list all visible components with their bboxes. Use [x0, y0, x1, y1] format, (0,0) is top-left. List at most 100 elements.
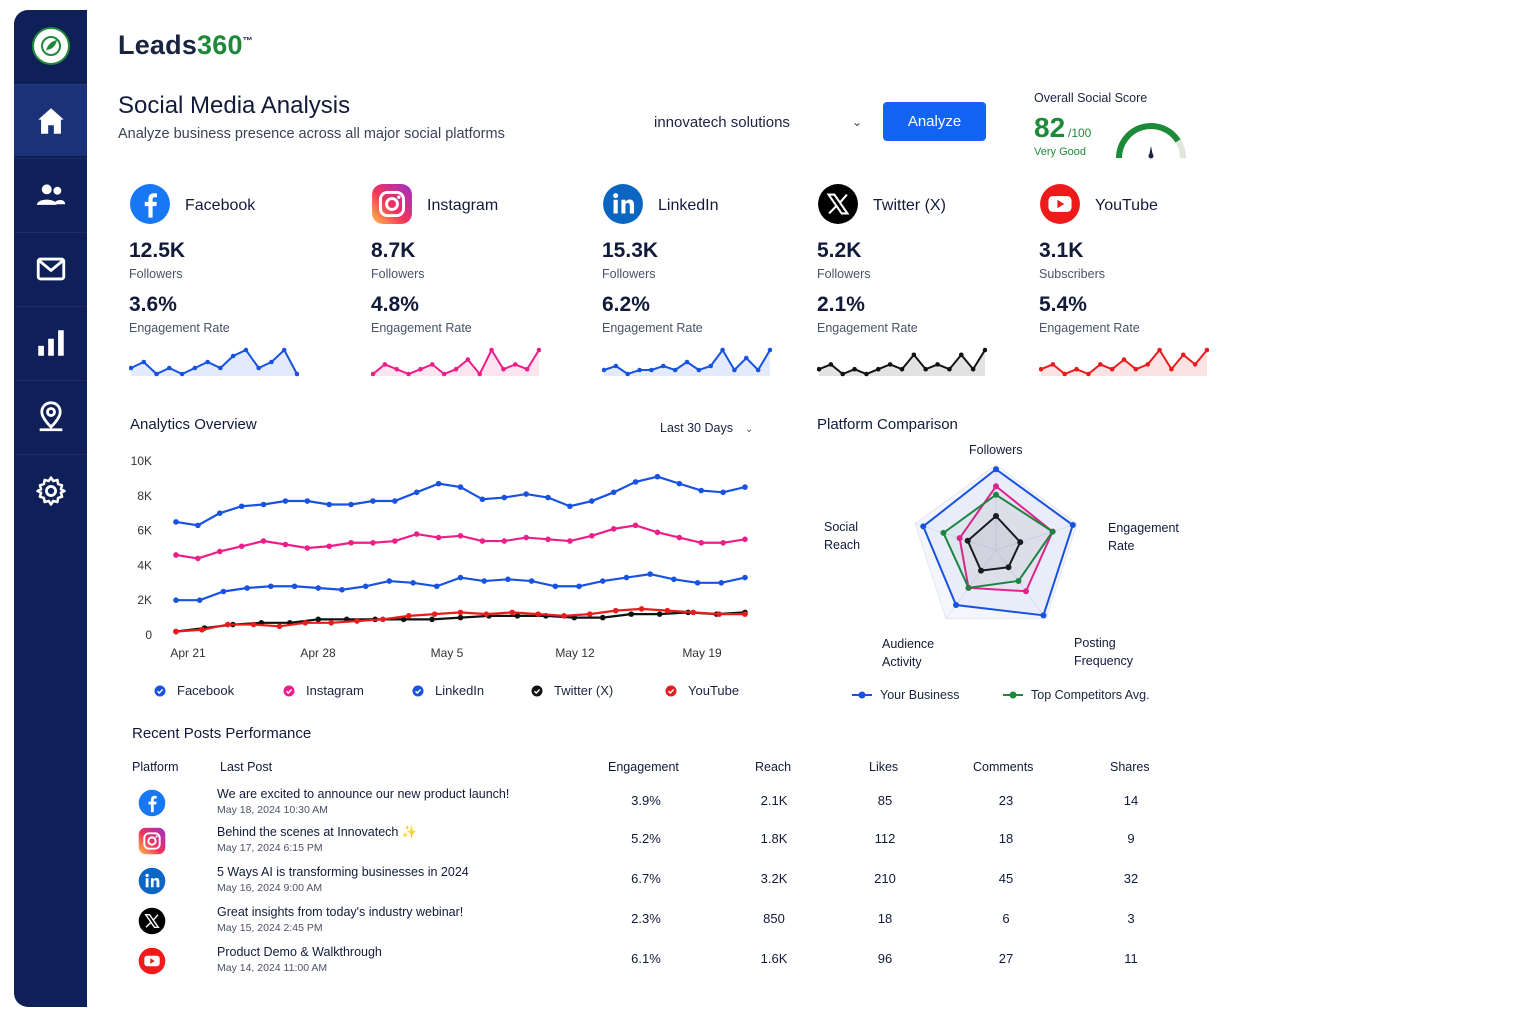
cell-comments: 27	[998, 951, 1014, 966]
sidebar-item-users[interactable]	[14, 158, 87, 230]
sparkline-area	[819, 350, 985, 376]
platform-card-instagram[interactable]: Instagram 8.7K Followers 4.8% Engagement…	[371, 183, 571, 383]
series-point	[380, 616, 386, 623]
table-row[interactable]: 5 Ways AI is transforming businesses in …	[130, 865, 1180, 903]
series-point	[173, 597, 179, 603]
legend-item[interactable]: Instagram	[283, 683, 364, 698]
platform-card-facebook[interactable]: Facebook 12.5K Followers 3.6% Engagement…	[129, 183, 329, 383]
sparkline-point	[1097, 362, 1103, 367]
series-point	[742, 536, 748, 543]
table-row[interactable]: We are excited to announce our new produ…	[130, 787, 1180, 825]
series-point	[370, 539, 376, 546]
table-row[interactable]: Product Demo & Walkthrough May 14, 2024 …	[130, 945, 1180, 983]
chevron-down-icon: ⌄	[744, 424, 754, 435]
series-point	[589, 498, 595, 504]
col-likes: Likes	[869, 760, 899, 774]
table-row[interactable]: Great insights from today's industry web…	[130, 905, 1180, 943]
radar-legend-your-business: Your Business	[852, 688, 959, 702]
legend-marker-icon	[154, 685, 166, 696]
instagram-icon	[138, 827, 166, 855]
radar-label-engagement-line2: Rate	[1108, 539, 1135, 553]
series-point	[326, 501, 332, 508]
sparkline-point	[899, 366, 905, 372]
series-point	[315, 616, 322, 623]
sparkline-point	[256, 365, 261, 371]
radar-label-posting-line2: Frequency	[1074, 654, 1134, 668]
y-tick-label: 10K	[131, 454, 152, 468]
platform-card-linkedin[interactable]: LinkedIn 15.3K Followers 6.2% Engagement…	[602, 183, 802, 383]
legend-item[interactable]: YouTube	[665, 683, 739, 698]
sparkline-point	[243, 347, 249, 353]
radar-point	[1015, 577, 1022, 584]
analyze-button[interactable]: Analyze	[883, 102, 986, 141]
y-tick-label: 4K	[137, 558, 152, 572]
legend-item[interactable]: Twitter (X)	[531, 683, 613, 698]
sparkline-point	[294, 371, 299, 377]
series-point	[509, 609, 516, 616]
platform-name: Instagram	[427, 197, 499, 214]
series-point	[224, 621, 231, 628]
brand-tm: ™	[242, 36, 253, 47]
series-point	[315, 585, 322, 591]
users-icon	[36, 183, 65, 205]
radar-label-posting: Posting Frequency	[1074, 634, 1133, 670]
legend-item[interactable]: Facebook	[154, 683, 234, 698]
sidebar-item-reports[interactable]	[14, 306, 87, 378]
platform-card-youtube[interactable]: YouTube 3.1K Subscribers 5.4% Engagement…	[1039, 183, 1239, 383]
series-point	[671, 576, 677, 583]
series-point	[413, 489, 420, 496]
platform-card-twitter[interactable]: Twitter (X) 5.2K Followers 2.1% Engageme…	[817, 183, 1017, 383]
radar-point	[993, 466, 999, 473]
series-point	[545, 494, 551, 501]
sparkline-point	[489, 347, 494, 353]
legend-line-blue-icon	[852, 691, 872, 699]
legend-label: Twitter (X)	[554, 683, 614, 698]
post-date: May 17, 2024 6:15 PM	[217, 842, 323, 854]
date-range-select[interactable]: Last 30 Days ⌄	[660, 421, 753, 435]
sparkline-line	[130, 348, 298, 376]
radar-axis	[915, 523, 997, 551]
business-select[interactable]: innovatech solutions ⌄	[646, 104, 868, 140]
cell-engagement: 2.3%	[631, 911, 661, 926]
table-row[interactable]: Behind the scenes at Innovatech ✨ May 17…	[130, 825, 1180, 863]
legend-item[interactable]: LinkedIn	[412, 683, 484, 698]
sidebar-item-mail[interactable]	[14, 232, 87, 304]
radar-point	[1005, 564, 1012, 571]
series-point	[720, 489, 726, 496]
legend-marker-icon	[665, 685, 677, 696]
radar-legend-label-2: Top Competitors Avg.	[1031, 688, 1150, 702]
series-point	[479, 496, 486, 503]
score-out-of: /100	[1068, 126, 1092, 140]
series-point	[501, 494, 508, 501]
score-gauge	[1116, 123, 1186, 159]
radar-axis	[995, 523, 1077, 551]
sidebar-item-settings[interactable]	[14, 454, 87, 526]
sparkline-area	[1041, 350, 1207, 376]
series-point	[282, 541, 289, 548]
sparkline-point	[1050, 362, 1056, 367]
sparkline-point	[406, 371, 411, 377]
legend-marker-icon	[531, 685, 543, 696]
sidebar-logo[interactable]	[14, 10, 87, 82]
sidebar-item-home[interactable]	[14, 84, 87, 156]
cell-shares: 11	[1124, 951, 1138, 966]
sidebar-item-locations[interactable]	[14, 380, 87, 452]
series-point	[632, 522, 639, 529]
col-last-post: Last Post	[220, 760, 273, 774]
series-point	[523, 491, 529, 497]
cell-engagement: 6.1%	[631, 951, 661, 966]
gauge-needle	[1149, 146, 1153, 156]
col-platform: Platform	[132, 760, 179, 774]
brand-name-part1: Leads	[118, 30, 198, 60]
series-point	[268, 583, 274, 590]
series-point	[348, 501, 354, 508]
series-point	[405, 613, 412, 619]
series-point	[413, 531, 420, 537]
sparkline-point	[743, 355, 749, 361]
radar-point	[940, 529, 947, 536]
sparkline-point	[394, 366, 400, 372]
engagement-value: 6.2%	[602, 293, 650, 316]
series-point	[195, 555, 201, 562]
chevron-down-icon: ⌄	[851, 115, 862, 129]
radar-point	[920, 523, 927, 530]
